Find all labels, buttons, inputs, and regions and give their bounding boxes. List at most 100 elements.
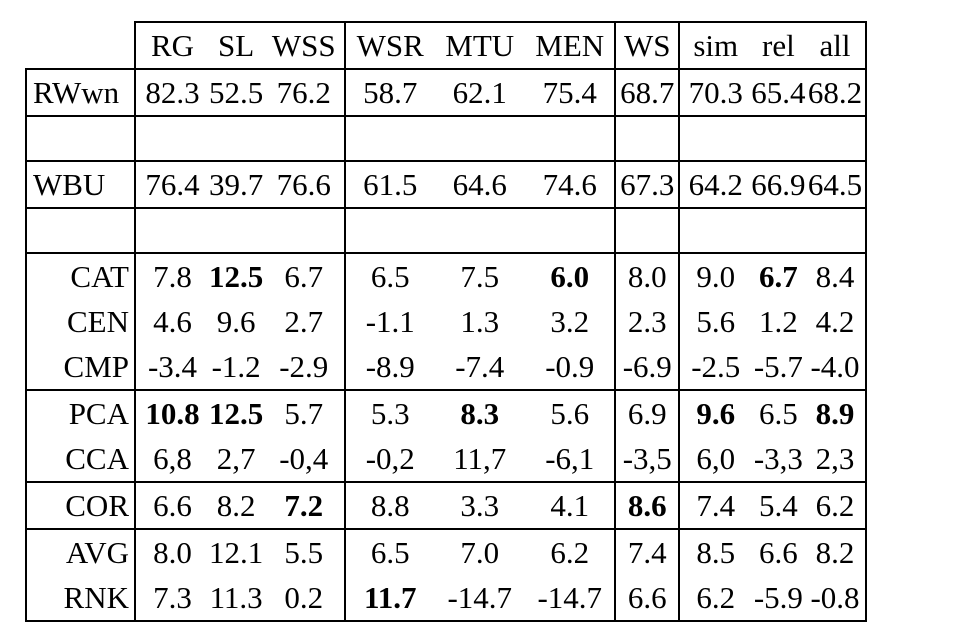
cell-cen-rel: 1.2 — [759, 304, 798, 339]
row-label-cmp: CMP — [25, 344, 136, 390]
cell-cor-sl: 8.2 — [209, 481, 264, 529]
row-label-wbu: WBU — [25, 160, 136, 209]
cell-wbu-rel: 66.9 — [751, 160, 806, 209]
row-label-cat: CAT — [25, 252, 136, 299]
cell-cca-rg: 6,8 — [153, 441, 192, 476]
cell-rwwn-wss: 76.2 — [263, 68, 347, 117]
cell-cen-wsr: -1.1 — [365, 304, 415, 339]
cell-rnk-sl: 11.3 — [209, 575, 264, 622]
separator-cell — [209, 208, 263, 253]
cell-cen-ws: 2.3 — [615, 299, 681, 344]
cell-rnk-sim: 6.2 — [679, 575, 752, 622]
cell-pca-rel: 6.5 — [751, 389, 806, 436]
cell-cca-ws: -3,5 — [615, 436, 681, 482]
cell-avg-wsr: 6.5 — [345, 528, 435, 575]
table-row: RNK 7.3 11.3 0.2 11.7 -14.7 -14.7 6.6 6.2 -5.9 -0.… — [25, 575, 867, 622]
cell-cen-wss: 2.7 — [263, 299, 347, 344]
cell-cmp-rg: -3.4 — [147, 349, 198, 384]
cell-cmp-men: -0.9 — [525, 344, 617, 390]
cell-wbu-sl: 39.7 — [209, 160, 264, 209]
cell-cat-rg: 7.8 — [135, 252, 209, 299]
column-header-rel: rel — [751, 21, 806, 69]
cell-cor-wss: 7.2 — [263, 481, 347, 529]
separator-cell — [25, 116, 136, 161]
cell-wbu-wsr: 61.5 — [345, 160, 435, 209]
table-row: AVG 8.0 12.1 5.5 6.5 7.0 6.2 7.4 8.5 6.6 8.2 — [25, 528, 867, 575]
table-row: RWwn 82.3 52.5 76.2 58.7 62.1 75.4 68.7 70.3 65.4… — [25, 68, 867, 117]
row-label-avg: AVG — [25, 528, 136, 575]
row-label-rnk: RNK — [25, 575, 136, 622]
table-row: CEN 4.6 9.6 2.7 -1.1 1.3 3.2 2.3 5.6 1.2 4.2 — [25, 299, 867, 344]
cell-cat-men: 6.0 — [525, 252, 617, 299]
column-header-wsr: WSR — [345, 21, 435, 69]
cell-cat-all: 8.4 — [805, 252, 867, 299]
column-header-men: MEN — [525, 21, 617, 69]
row-label-cca: CCA — [25, 436, 136, 482]
cell-cca-mtu: 11,7 — [453, 441, 507, 476]
cell-cor-ws: 8.6 — [615, 481, 681, 529]
cell-cca-all: 2,3 — [805, 436, 867, 482]
cell-cor-wsr: 8.8 — [345, 481, 435, 529]
separator-cell — [679, 208, 751, 253]
table-row: CAT 7.8 12.5 6.7 6.5 7.5 6.0 8.0 9.0 6.7 8.4 — [25, 252, 867, 299]
cell-pca-sl: 12.5 — [209, 389, 264, 436]
cell-avg-rg: 8.0 — [135, 528, 209, 575]
cell-rwwn-all: 68.2 — [805, 68, 867, 117]
separator-cell — [805, 116, 867, 161]
cell-rwwn-sl: 52.5 — [209, 68, 264, 117]
cell-cat-rel: 6.7 — [751, 252, 806, 299]
separator-cell — [615, 116, 681, 161]
cell-cor-sim: 7.4 — [679, 481, 752, 529]
cell-cca-men: -6,1 — [525, 436, 617, 482]
cell-avg-mtu: 7.0 — [434, 528, 526, 575]
cell-cmp-rel: -5.7 — [753, 349, 803, 384]
cell-cca-rel: -3,3 — [753, 441, 803, 476]
header-corner — [26, 22, 136, 69]
row-label-cen: CEN — [25, 299, 136, 344]
cell-rnk-rel: -5.9 — [751, 575, 806, 622]
column-header-mtu: MTU — [434, 21, 526, 69]
separator-cell — [209, 116, 263, 161]
column-header-sl: SL — [209, 21, 264, 69]
cell-avg-wss: 5.5 — [263, 528, 347, 575]
cell-wbu-mtu: 64.6 — [434, 160, 526, 209]
cell-rnk-ws: 6.6 — [615, 575, 681, 622]
cell-avg-men: 6.2 — [525, 528, 617, 575]
cell-rnk-wsr: 11.7 — [345, 575, 435, 622]
separator-cell — [263, 116, 347, 161]
separator-cell — [751, 208, 805, 253]
separator-cell — [525, 208, 617, 253]
cell-avg-rel: 6.6 — [751, 528, 806, 575]
cell-cen-sl: 9.6 — [216, 304, 256, 339]
table-row: PCA 10.8 12.5 5.7 5.3 8.3 5.6 6.9 9.6 6.5 8.9 — [25, 389, 867, 436]
cell-cor-all: 6.2 — [805, 481, 867, 529]
cell-cca-sl: 2,7 — [216, 441, 256, 476]
row-separator — [25, 116, 867, 161]
cell-pca-wss: 5.7 — [263, 389, 347, 436]
separator-cell — [135, 208, 209, 253]
cell-cmp-all: -4.0 — [805, 344, 867, 390]
cell-wbu-men: 74.6 — [525, 160, 617, 209]
cell-pca-rg: 10.8 — [135, 389, 209, 436]
cell-rnk-all: -0.8 — [805, 575, 867, 622]
cell-cmp-mtu: -7.4 — [455, 349, 505, 384]
row-label-cor: COR — [25, 481, 136, 529]
separator-cell — [25, 208, 136, 253]
cell-pca-men: 5.6 — [525, 389, 617, 436]
cell-wbu-all: 64.5 — [805, 160, 867, 209]
cell-wbu-rg: 76.4 — [135, 160, 209, 209]
separator-cell — [434, 116, 525, 161]
header-row: RG SL WSS WSR MTU MEN WS sim rel all — [26, 21, 867, 69]
cell-rnk-men: -14.7 — [525, 575, 617, 622]
cell-wbu-sim: 64.2 — [679, 160, 752, 209]
cell-avg-sl: 12.1 — [209, 528, 264, 575]
cell-cor-mtu: 3.3 — [434, 481, 526, 529]
cell-cat-ws: 8.0 — [615, 252, 681, 299]
separator-cell — [679, 116, 751, 161]
cell-rnk-mtu: -14.7 — [434, 575, 526, 622]
column-header-wss: WSS — [263, 21, 347, 69]
cell-avg-ws: 7.4 — [615, 528, 681, 575]
cell-pca-ws: 6.9 — [615, 389, 681, 436]
cell-cmp-ws: -6.9 — [615, 344, 681, 390]
cell-avg-sim: 8.5 — [679, 528, 752, 575]
